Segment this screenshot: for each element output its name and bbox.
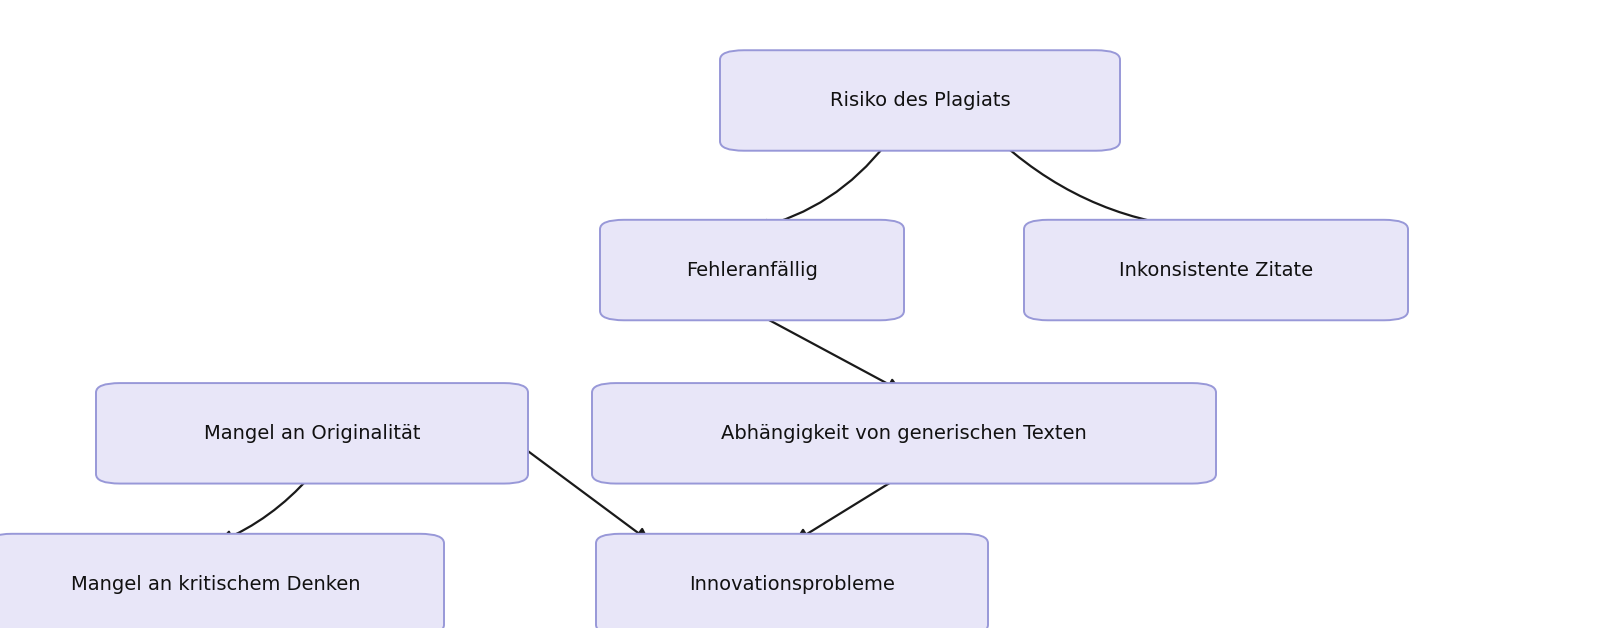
Text: Risiko des Plagiats: Risiko des Plagiats xyxy=(830,91,1010,110)
Text: Mangel an kritischem Denken: Mangel an kritischem Denken xyxy=(72,575,360,593)
FancyBboxPatch shape xyxy=(720,50,1120,151)
Text: Abhängigkeit von generischen Texten: Abhängigkeit von generischen Texten xyxy=(722,424,1086,443)
FancyBboxPatch shape xyxy=(600,220,904,320)
FancyBboxPatch shape xyxy=(0,534,445,628)
Text: Fehleranfällig: Fehleranfällig xyxy=(686,261,818,279)
FancyBboxPatch shape xyxy=(592,383,1216,484)
FancyBboxPatch shape xyxy=(96,383,528,484)
Text: Innovationsprobleme: Innovationsprobleme xyxy=(690,575,894,593)
FancyBboxPatch shape xyxy=(1024,220,1408,320)
Text: Mangel an Originalität: Mangel an Originalität xyxy=(203,424,421,443)
FancyBboxPatch shape xyxy=(595,534,987,628)
Text: Inkonsistente Zitate: Inkonsistente Zitate xyxy=(1118,261,1314,279)
